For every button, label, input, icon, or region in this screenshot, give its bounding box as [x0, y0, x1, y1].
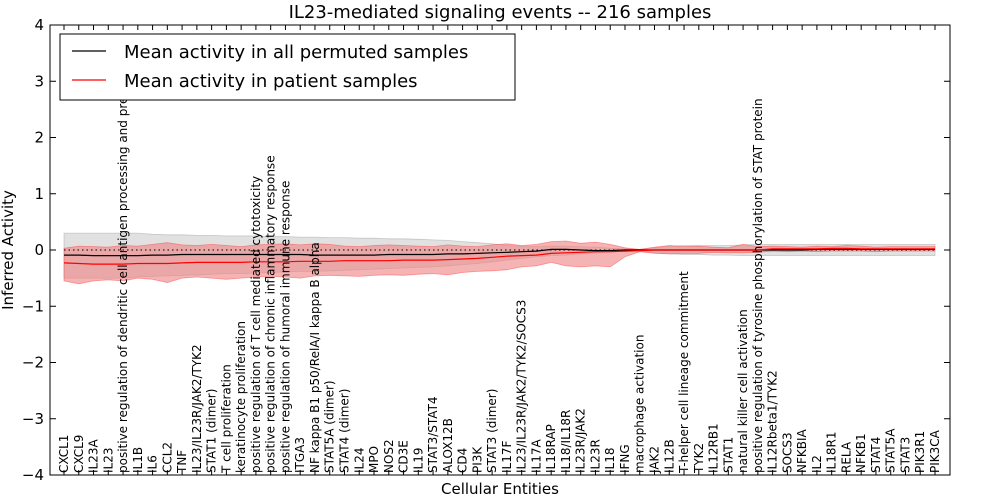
y-axis-label: Inferred Activity [0, 190, 17, 310]
x-tick-label: keratinocyte proliferation [234, 321, 248, 473]
x-tick-label: positive regulation of T cell mediated c… [249, 176, 263, 473]
x-tick-label: IL2 [810, 455, 824, 473]
x-tick-label: IL18R1 [825, 432, 839, 473]
x-tick-label: CD3E [397, 440, 411, 473]
x-tick-label: CCL2 [160, 442, 174, 473]
x-tick-label: STAT4 (dimer) [337, 389, 351, 473]
x-tick-label: IL17A [529, 439, 543, 473]
x-tick-label: positive regulation of humoral immune re… [278, 181, 292, 473]
x-tick-label: PIK3R1 [913, 431, 927, 473]
x-axis-label: Cellular Entities [441, 480, 559, 498]
x-tick-label: positive regulation of tyrosine phosphor… [751, 98, 765, 473]
x-tick-label: ITGA3 [293, 437, 307, 473]
y-tick-label: 3 [34, 72, 44, 90]
y-tick-label: −2 [22, 354, 44, 372]
x-tick-label: TYK2 [692, 443, 706, 474]
x-tick-label: macrophage activation [633, 335, 647, 473]
x-tick-label: T cell proliferation [219, 364, 233, 474]
x-tick-label: PI3K [470, 446, 484, 473]
x-tick-label: IL23R/JAK2 [574, 408, 588, 473]
x-tick-label: NFKBIA [795, 428, 809, 473]
x-tick-label: CXCL1 [57, 435, 71, 473]
x-tick-label: IL1B [131, 447, 145, 473]
x-tick-label: SOCS3 [780, 432, 794, 473]
legend-label-permuted: Mean activity in all permuted samples [124, 42, 468, 63]
x-tick-label: positive regulation of dendritic cell an… [116, 40, 130, 473]
y-tick-label: 0 [34, 241, 44, 259]
x-tick-label: PIK3CA [928, 429, 942, 473]
x-tick-label: NF kappa B1 p50/RelA/I kappa B alpha [308, 242, 322, 473]
y-tick-label: 2 [34, 129, 44, 147]
x-tick-label: STAT3 (dimer) [485, 389, 499, 473]
x-tick-label: NFKB1 [854, 433, 868, 473]
x-tick-label: IL24 [352, 448, 366, 474]
x-tick-label: STAT3 [898, 437, 912, 473]
x-tick-label: CXCL9 [72, 435, 86, 473]
x-tick-label: IFNG [618, 444, 632, 473]
x-tick-label: RELA [839, 441, 853, 473]
x-tick-label: CD4 [456, 448, 470, 473]
x-tick-label: IL12Rbeta1/TYK2 [766, 370, 780, 473]
x-tick-label: IL6 [146, 455, 160, 473]
x-tick-label: IL12RB1 [707, 423, 721, 473]
x-tick-label: natural killer cell activation [736, 309, 750, 473]
x-tick-label: positive regulation of chronic inflammat… [264, 155, 278, 473]
x-tick-label: JAK2 [648, 446, 662, 474]
x-tick-label: IL19 [411, 448, 425, 474]
x-tick-label: IL23R [588, 439, 602, 473]
x-tick-label: IL18/IL18R [559, 410, 573, 473]
x-tick-label: T-helper cell lineage commitment [677, 271, 691, 474]
x-tick-label: IL23 [101, 448, 115, 474]
y-tick-label: 4 [34, 16, 44, 34]
x-tick-label: STAT1 (dimer) [205, 389, 219, 473]
x-tick-label: STAT1 [721, 437, 735, 473]
x-tick-label: IL17F [500, 441, 514, 473]
y-tick-label: 1 [34, 185, 44, 203]
x-tick-label: STAT4 [869, 437, 883, 473]
permuted-mean-line [64, 248, 935, 257]
x-tick-label: STAT5A (dimer) [323, 380, 337, 473]
x-tick-label: ALOX12B [441, 418, 455, 473]
x-tick-label: MPO [367, 446, 381, 473]
x-tick-label: IL23/IL23R/JAK2/TYK2/SOCS3 [515, 300, 529, 473]
x-tick-label: IL18RAP [544, 424, 558, 473]
x-tick-label: IL23A [87, 439, 101, 473]
x-tick-label: IL18 [603, 448, 617, 474]
x-tick-label: TNF [175, 450, 189, 474]
x-tick-label: STAT3/STAT4 [426, 396, 440, 473]
x-tick-label: IL23/IL23R/JAK2/TYK2 [190, 344, 204, 473]
x-tick-label: IL12B [662, 439, 676, 473]
y-tick-label: −4 [22, 466, 44, 484]
y-tick-label: −3 [22, 410, 44, 428]
x-tick-label: STAT5A [884, 428, 898, 473]
patient-band [63, 240, 936, 285]
x-tick-label: NOS2 [382, 439, 396, 473]
y-tick-label: −1 [22, 297, 44, 315]
chart-title: IL23-mediated signaling events -- 216 sa… [289, 2, 712, 23]
legend-box [59, 33, 516, 101]
patient-mean-line [63, 247, 935, 265]
legend-label-patient: Mean activity in patient samples [124, 71, 418, 92]
